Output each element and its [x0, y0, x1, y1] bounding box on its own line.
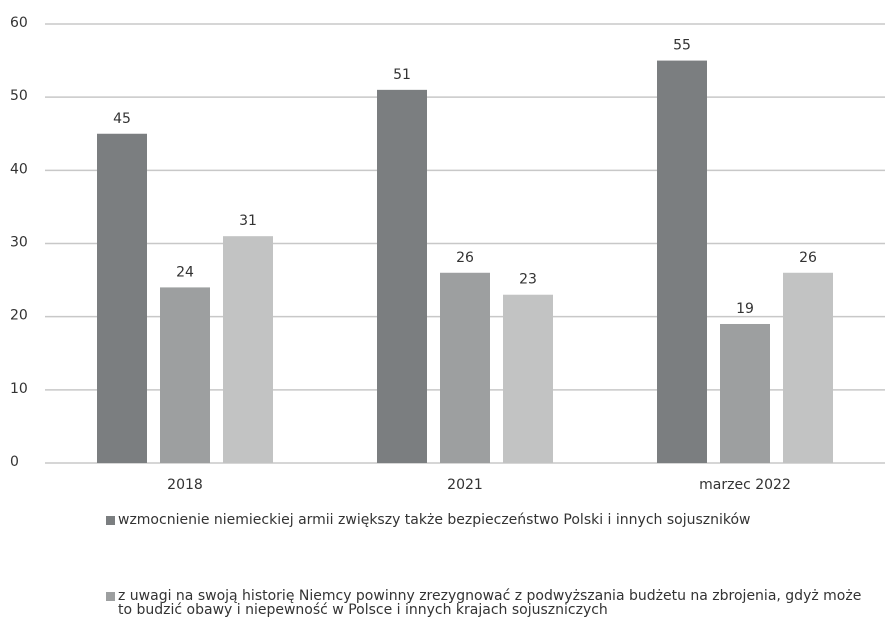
legend: wzmocnienie niemieckiej armii zwiększy t…: [106, 513, 866, 627]
x-tick-label: marzec 2022: [699, 477, 791, 493]
bar: [223, 236, 273, 463]
data-label: 19: [736, 301, 754, 317]
bar: [97, 133, 147, 463]
y-tick-label: 0: [10, 454, 19, 470]
data-label: 55: [673, 38, 691, 54]
data-label: 26: [456, 250, 474, 266]
bar: [377, 89, 427, 463]
data-label: 51: [393, 67, 411, 83]
bar: [657, 60, 707, 463]
bar: [160, 287, 210, 463]
bar: [720, 323, 770, 463]
legend-item: wzmocnienie niemieckiej armii zwiększy t…: [106, 513, 866, 527]
y-tick-label: 50: [10, 88, 28, 104]
legend-item: z uwagi na swoją historię Niemcy powinny…: [106, 589, 866, 617]
chart: 0 10 20 30 40 50 60 2018 45 24 31 2021 51 26 23 marzec …: [10, 15, 885, 493]
legend-label: wzmocnienie niemieckiej armii zwiększy t…: [118, 512, 751, 528]
x-tick-label: 2021: [447, 477, 483, 493]
x-tick-label: 2018: [167, 477, 203, 493]
bar: [503, 294, 553, 463]
legend-swatch: [106, 516, 115, 525]
y-tick-label: 20: [10, 308, 28, 324]
bar: [783, 272, 833, 463]
data-label: 31: [239, 213, 257, 229]
y-tick-label: 60: [10, 15, 28, 31]
y-tick-label: 10: [10, 381, 28, 397]
y-tick-label: 30: [10, 235, 28, 251]
legend-label: z uwagi na swoją historię Niemcy powinny…: [118, 588, 862, 618]
bar: [440, 272, 490, 463]
data-label: 45: [113, 111, 131, 127]
legend-swatch: [106, 592, 115, 601]
data-label: 23: [519, 272, 537, 288]
data-label: 26: [799, 250, 817, 266]
y-tick-label: 40: [10, 161, 28, 177]
data-label: 24: [176, 264, 194, 280]
